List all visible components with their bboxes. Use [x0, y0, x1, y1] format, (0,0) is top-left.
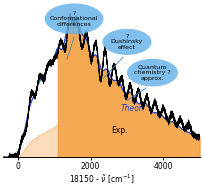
- Ellipse shape: [102, 29, 151, 55]
- X-axis label: 18150 - $\tilde{\nu}$ [cm$^{-1}$]: 18150 - $\tilde{\nu}$ [cm$^{-1}$]: [68, 172, 134, 186]
- Ellipse shape: [44, 3, 103, 34]
- Ellipse shape: [126, 59, 177, 86]
- Text: ?
Dushinsky
effect: ? Dushinsky effect: [110, 34, 142, 50]
- Text: Theor.: Theor.: [121, 104, 144, 113]
- Text: Exp.: Exp.: [111, 125, 127, 135]
- Text: Quantum
chemistry ?
approx.: Quantum chemistry ? approx.: [134, 64, 170, 81]
- Text: ?
Conformational
differences: ? Conformational differences: [49, 11, 98, 27]
